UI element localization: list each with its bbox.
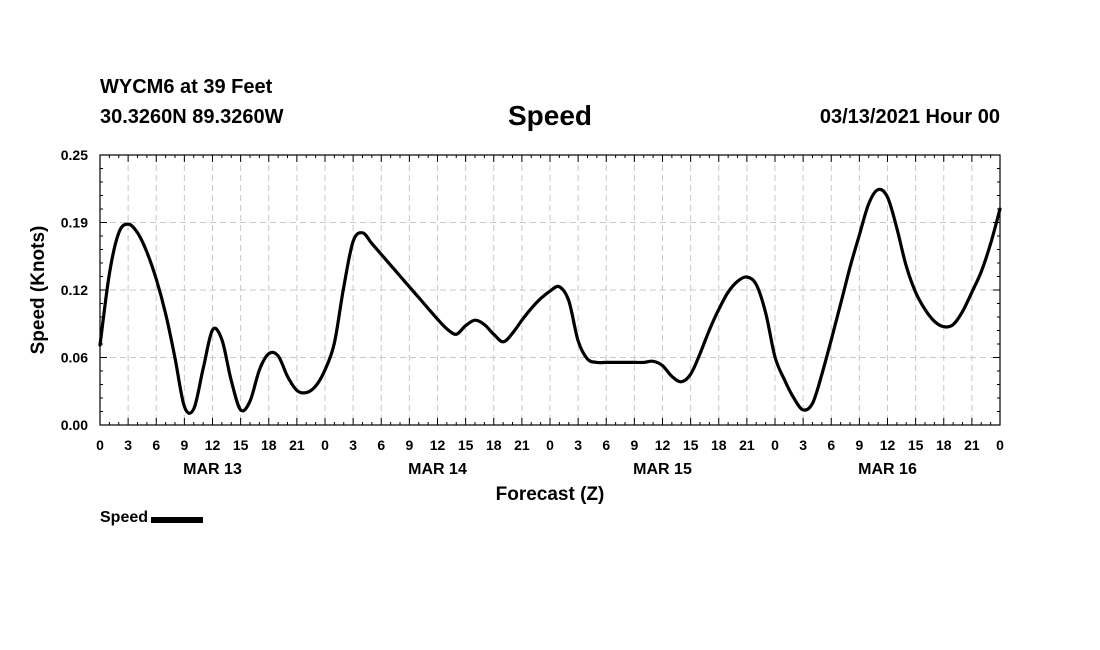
x-tick-label: 12 — [430, 437, 446, 453]
x-tick-label: 12 — [205, 437, 221, 453]
legend-label: Speed — [100, 509, 149, 526]
x-tick-label: 9 — [405, 437, 413, 453]
x-tick-label: 21 — [514, 437, 530, 453]
x-tick-label: 3 — [799, 437, 807, 453]
x-tick-label: 9 — [180, 437, 188, 453]
x-tick-label: 18 — [711, 437, 727, 453]
x-tick-label: 15 — [683, 437, 699, 453]
x-tick-label: 21 — [964, 437, 980, 453]
x-tick-label: 18 — [261, 437, 277, 453]
y-tick-label: 0.12 — [61, 282, 88, 298]
y-tick-label: 0.06 — [61, 350, 88, 366]
forecast-datetime: 03/13/2021 Hour 00 — [819, 106, 1000, 128]
y-tick-label: 0.19 — [61, 215, 88, 231]
x-tick-label: 12 — [880, 437, 896, 453]
x-tick-label: 6 — [602, 437, 610, 453]
plot-frame — [99, 154, 1001, 426]
legend-swatch — [151, 517, 204, 523]
x-tick-label: 3 — [124, 437, 132, 453]
x-tick-label: 9 — [855, 437, 863, 453]
day-label: MAR 13 — [183, 461, 242, 478]
y-tick-label: 0.25 — [61, 147, 88, 163]
x-tick-label: 15 — [233, 437, 249, 453]
day-label: MAR 16 — [858, 461, 917, 478]
y-tick-label: 0.00 — [61, 417, 88, 433]
x-tick-label: 0 — [546, 437, 554, 453]
x-tick-label: 6 — [827, 437, 835, 453]
x-tick-label: 9 — [630, 437, 638, 453]
x-tick-label: 6 — [377, 437, 385, 453]
chart-title: Speed — [507, 100, 593, 131]
day-label: MAR 15 — [633, 461, 692, 478]
x-tick-label: 0 — [321, 437, 329, 453]
x-tick-label: 18 — [936, 437, 952, 453]
x-axis-label: Forecast (Z) — [496, 484, 605, 505]
y-axis-label: Speed (Knots) — [28, 226, 49, 355]
x-tick-label: 0 — [996, 437, 1004, 453]
x-tick-label: 21 — [739, 437, 755, 453]
x-tick-label: 3 — [349, 437, 357, 453]
station-label: WYCM6 at 39 Feet — [100, 76, 273, 98]
x-tick-label: 6 — [152, 437, 160, 453]
x-tick-label: 21 — [289, 437, 305, 453]
x-tick-label: 15 — [908, 437, 924, 453]
coordinates-label: 30.3260N 89.3260W — [100, 106, 284, 128]
day-label: MAR 14 — [408, 461, 467, 478]
legend: Speed — [100, 509, 204, 527]
x-tick-label: 18 — [486, 437, 502, 453]
x-tick-label: 0 — [771, 437, 779, 453]
x-tick-label: 3 — [574, 437, 582, 453]
x-tick-label: 0 — [96, 437, 104, 453]
x-tick-label: 12 — [655, 437, 671, 453]
x-tick-label: 15 — [458, 437, 474, 453]
speed-series-line — [98, 187, 1002, 415]
